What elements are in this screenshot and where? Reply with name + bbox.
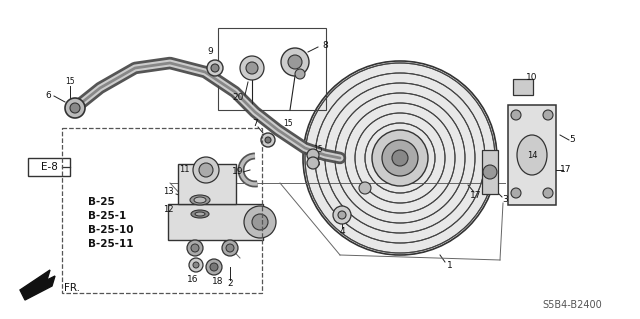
Circle shape [222, 240, 238, 256]
Circle shape [199, 163, 213, 177]
Ellipse shape [517, 135, 547, 175]
Text: 4: 4 [339, 227, 345, 236]
Circle shape [288, 55, 302, 69]
Circle shape [252, 214, 268, 230]
Bar [28, 158, 70, 176]
Text: 7: 7 [252, 120, 258, 129]
Bar [178, 164, 236, 204]
Circle shape [303, 61, 497, 255]
Text: 17: 17 [560, 166, 572, 174]
Circle shape [240, 56, 264, 80]
Text: S5B4-B2400: S5B4-B2400 [542, 300, 602, 310]
Text: 1: 1 [447, 261, 453, 270]
Text: 6: 6 [45, 91, 51, 100]
Polygon shape [20, 270, 55, 300]
Text: 15: 15 [313, 145, 323, 154]
Circle shape [333, 206, 351, 224]
Circle shape [210, 263, 218, 271]
Text: 9: 9 [207, 48, 213, 56]
Circle shape [483, 165, 497, 179]
Ellipse shape [194, 197, 206, 203]
Circle shape [65, 98, 85, 118]
Text: E-8: E-8 [40, 162, 58, 172]
Text: 18: 18 [212, 278, 224, 286]
Bar [168, 204, 263, 240]
Text: 19: 19 [232, 167, 244, 176]
Text: B-25-11: B-25-11 [88, 239, 134, 249]
Text: 15: 15 [65, 78, 75, 86]
Text: 15: 15 [283, 120, 293, 129]
Text: 20: 20 [232, 93, 244, 102]
Text: 3: 3 [502, 196, 508, 204]
Text: B-25-10: B-25-10 [88, 225, 134, 235]
Bar [62, 128, 262, 293]
Circle shape [307, 157, 319, 169]
Circle shape [392, 150, 408, 166]
Circle shape [206, 259, 222, 275]
Circle shape [261, 133, 275, 147]
Text: 13: 13 [163, 188, 173, 197]
Text: 15: 15 [311, 159, 321, 167]
Bar [508, 105, 556, 205]
Circle shape [511, 110, 521, 120]
Text: FR.: FR. [64, 283, 80, 293]
Text: 12: 12 [163, 205, 173, 214]
Ellipse shape [191, 210, 209, 218]
Circle shape [543, 110, 553, 120]
Bar [218, 28, 326, 110]
Circle shape [307, 149, 319, 161]
Ellipse shape [195, 212, 205, 216]
Circle shape [189, 258, 203, 272]
Text: 10: 10 [526, 72, 538, 81]
Text: 16: 16 [188, 276, 199, 285]
Circle shape [359, 182, 371, 194]
Circle shape [226, 244, 234, 252]
Circle shape [191, 244, 199, 252]
Text: 8: 8 [322, 41, 328, 49]
Circle shape [265, 137, 271, 143]
Bar [513, 79, 533, 95]
Circle shape [207, 60, 223, 76]
Circle shape [543, 188, 553, 198]
Circle shape [338, 211, 346, 219]
Circle shape [281, 48, 309, 76]
Circle shape [295, 69, 305, 79]
Text: 11: 11 [179, 166, 189, 174]
Text: 5: 5 [569, 136, 575, 145]
Bar [482, 150, 498, 194]
Circle shape [511, 188, 521, 198]
Circle shape [187, 240, 203, 256]
Circle shape [211, 64, 219, 72]
Circle shape [246, 62, 258, 74]
Text: B-25: B-25 [88, 197, 115, 207]
Ellipse shape [190, 195, 210, 205]
Text: 14: 14 [527, 151, 537, 160]
Circle shape [382, 140, 418, 176]
Circle shape [70, 103, 80, 113]
Circle shape [193, 262, 199, 268]
Text: B-25-1: B-25-1 [88, 211, 126, 221]
Text: 17: 17 [470, 190, 482, 199]
Circle shape [193, 157, 219, 183]
Circle shape [244, 206, 276, 238]
Circle shape [372, 130, 428, 186]
Text: 2: 2 [227, 279, 233, 288]
